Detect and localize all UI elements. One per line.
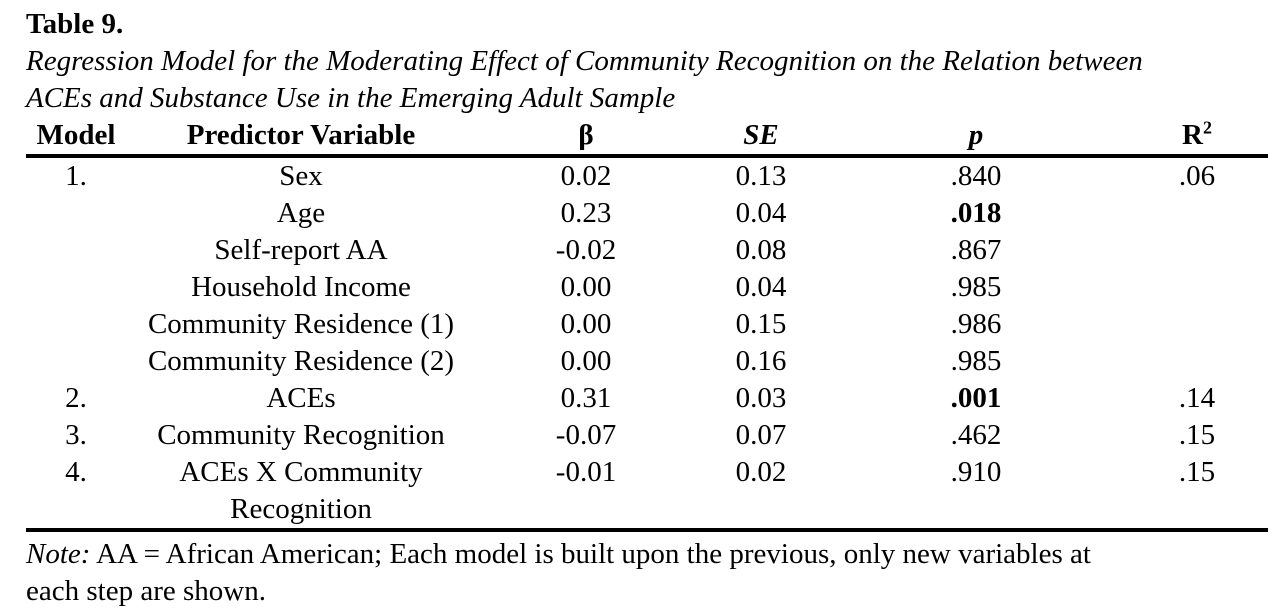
cell-beta: 0.02 [560,160,612,192]
cell-se: 0.04 [735,197,787,229]
table-row: Age 0.23 0.04 .018 [26,195,1268,232]
cell-predictor: Community Recognition [157,419,445,451]
table-row: 1. Sex 0.02 0.13 .840 .06 [26,156,1268,195]
cell-p: .985 [950,271,1002,303]
table-body: 1. Sex 0.02 0.13.840.06 Age 0.23 0.04.018 Self-… [26,156,1268,532]
table-row: 4. ACEs X Community Recognition -0.01 0.02.9… [26,454,1268,532]
cell-se: 0.07 [735,419,787,451]
cell-p: .018 [950,197,1002,229]
column-header-se: SE [696,117,826,158]
column-header-p: p [826,117,1126,158]
cell-beta: -0.01 [476,454,696,532]
table-row: Community Residence (2) 0.00 0.16 .985 [26,343,1268,380]
cell-se: 0.15 [735,308,787,340]
cell-r2 [1126,306,1268,343]
note-line-1: Note: AA = African American; Each model … [26,536,1268,573]
cell-r2: .06 [1178,160,1216,192]
caption-line-2: ACEs and Substance Use in the Emerging A… [26,82,676,114]
cell-p: .001 [950,382,1002,414]
cell-model [26,232,126,269]
table-label: Table 9. [26,8,124,40]
cell-r2 [1126,269,1268,306]
cell-p: .986 [950,308,1002,340]
cell-model [26,195,126,232]
cell-beta: 0.00 [560,271,612,303]
cell-predictor: ACEs X Community Recognition [126,454,476,532]
cell-p: .985 [950,345,1002,377]
cell-predictor: Community Residence (2) [147,345,455,377]
cell-model: 1. [65,160,87,192]
cell-beta: 0.00 [560,308,612,340]
cell-model [26,306,126,343]
table-note: Note: AA = African American; Each model … [26,536,1268,610]
cell-predictor: Self-report AA [214,234,388,266]
cell-model [26,343,126,380]
cell-se: 0.16 [735,345,787,377]
cell-beta: 0.23 [560,197,612,229]
cell-r2: .14 [1178,382,1216,414]
cell-p: .462 [950,419,1002,451]
cell-r2: .15 [1178,419,1216,451]
cell-model: 3. [65,419,87,451]
note-text-1: AA = African American; Each model is bui… [90,538,1091,570]
cell-p: .840 [950,160,1002,192]
cell-se: 0.02 [696,454,826,532]
table-row: 3. Community Recognition -0.07 0.07 .462 .15 [26,417,1268,454]
column-header-predictor: Predictor Variable [126,117,476,158]
cell-predictor: Age [276,197,326,229]
cell-beta: -0.07 [555,419,617,451]
cell-beta: 0.00 [560,345,612,377]
cell-se: 0.13 [735,160,787,192]
cell-model [26,269,126,306]
note-line-2: each step are shown. [26,575,266,607]
table-row: 2. ACEs 0.31 0.03 .001 .14 [26,380,1268,417]
column-header-r2: R2 [1126,117,1268,158]
superscript-2: 2 [1202,117,1212,138]
regression-table: Model Predictor Variable β SE p R2 1. Sex 0.02 0… [26,117,1268,532]
table-row: Self-report AA -0.02 0.08 .867 [26,232,1268,269]
cell-predictor: Household Income [191,271,411,303]
cell-r2 [1126,195,1268,232]
cell-predictor: Sex [279,160,323,192]
table-row: Household Income 0.00 0.04 .985 [26,269,1268,306]
note-prefix: Note: [26,538,91,570]
cell-p: .910 [826,454,1126,532]
cell-model: 2. [65,382,87,414]
cell-beta: 0.31 [560,382,612,414]
cell-r2 [1126,232,1268,269]
cell-r2 [1126,343,1268,380]
column-header-beta: β [476,117,696,158]
cell-se: 0.04 [735,271,787,303]
cell-r2: .15 [1126,454,1268,532]
column-header-model: Model [26,117,126,158]
cell-predictor: Community Residence (1) [147,308,455,340]
cell-model: 4. [26,454,126,532]
cell-p: .867 [950,234,1002,266]
cell-se: 0.03 [735,382,787,414]
caption-line-1: Regression Model for the Moderating Effe… [26,45,1143,77]
cell-beta: -0.02 [555,234,617,266]
cell-se: 0.08 [735,234,787,266]
table-caption: Regression Model for the Moderating Effe… [26,43,1268,117]
table-row: Community Residence (1) 0.00 0.15 .986 [26,306,1268,343]
cell-predictor: ACEs [266,382,336,414]
header-row: Model Predictor Variable β SE p R2 [26,117,1268,158]
